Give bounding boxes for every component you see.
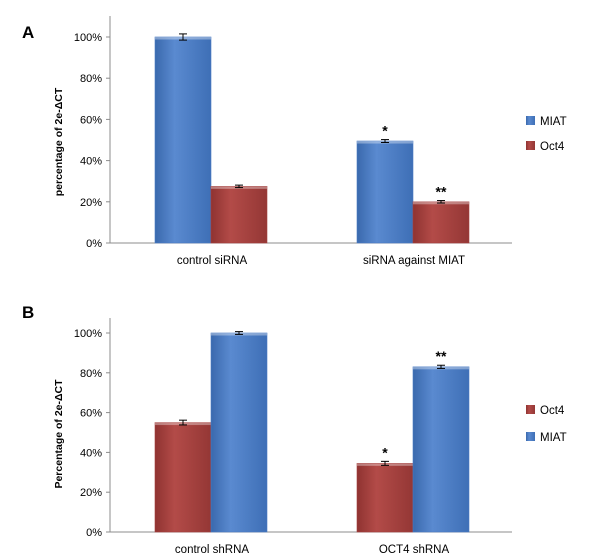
error-bar [179,419,187,426]
y-tick-label: 80% [80,368,102,380]
panel-a-y-axis-label: percentage of 2e-ΔCT [53,87,65,196]
bar-oct4 [356,463,414,533]
panel-a: A percentage of 2e-ΔCT 0% 20% 40% 60% 80% 100… [22,16,567,267]
panel-b-legend-swatch-oct4 [526,405,535,414]
panel-a-legend: MIAT Oct4 [526,116,567,153]
error-bar [179,33,187,41]
y-tick-label: 20% [80,197,102,209]
error-bar [437,364,445,369]
panel-b-legend-swatch-miat [526,432,535,441]
y-tick-label: 80% [80,73,102,85]
panel-b-legend: Oct4 MIAT [526,405,567,444]
panel-a-bars: *** [154,33,470,244]
y-tick-label: 40% [80,447,102,459]
panel-a-category-label: siRNA against MIAT [363,255,465,267]
bar-miat [412,366,470,533]
panel-a-legend-label-miat: MIAT [540,116,567,128]
panel-a-category-label: control siRNA [177,255,248,267]
significance-marker: ** [436,348,447,364]
panel-a-legend-swatch-miat [526,116,535,125]
panel-b-legend-label-miat: MIAT [540,432,567,444]
error-bar [381,139,389,143]
error-bar [437,200,445,204]
panel-a-legend-swatch-oct4 [526,141,535,150]
significance-marker: * [382,444,388,460]
error-bar [235,331,243,335]
significance-marker: * [382,123,388,139]
y-tick-label: 40% [80,156,102,168]
panel-b-y-axis-label: Percentage of 2e-ΔCT [53,379,65,489]
panel-b-bars: *** [154,331,470,533]
y-tick-label: 0% [86,238,102,250]
bar-miat [154,36,212,244]
significance-marker: ** [436,184,447,200]
panel-a-y-ticks: 0% 20% 40% 60% 80% 100% [74,32,110,250]
panel-a-legend-label-oct4: Oct4 [540,141,565,153]
panel-a-letter: A [22,23,34,42]
y-tick-label: 60% [80,114,102,126]
bar-miat [210,332,268,533]
panel-b-y-ticks: 0% 20% 40% 60% 80% 100% [74,328,110,539]
y-tick-label: 60% [80,408,102,420]
panel-b-category-label: OCT4 shRNA [379,544,450,556]
panel-b: B Percentage of 2e-ΔCT 0% 20% 40% 60% 80% 100… [22,303,567,556]
bar-oct4 [154,422,212,533]
error-bar [235,184,243,189]
bar-miat [356,140,414,244]
error-bar [381,460,389,466]
y-tick-label: 20% [80,487,102,499]
y-tick-label: 100% [74,32,102,44]
y-tick-label: 0% [86,527,102,539]
panel-b-legend-label-oct4: Oct4 [540,405,565,417]
bar-oct4 [210,186,268,244]
y-tick-label: 100% [74,328,102,340]
bar-oct4 [412,201,470,244]
panel-b-category-label: control shRNA [175,544,249,556]
panel-b-letter: B [22,303,34,322]
